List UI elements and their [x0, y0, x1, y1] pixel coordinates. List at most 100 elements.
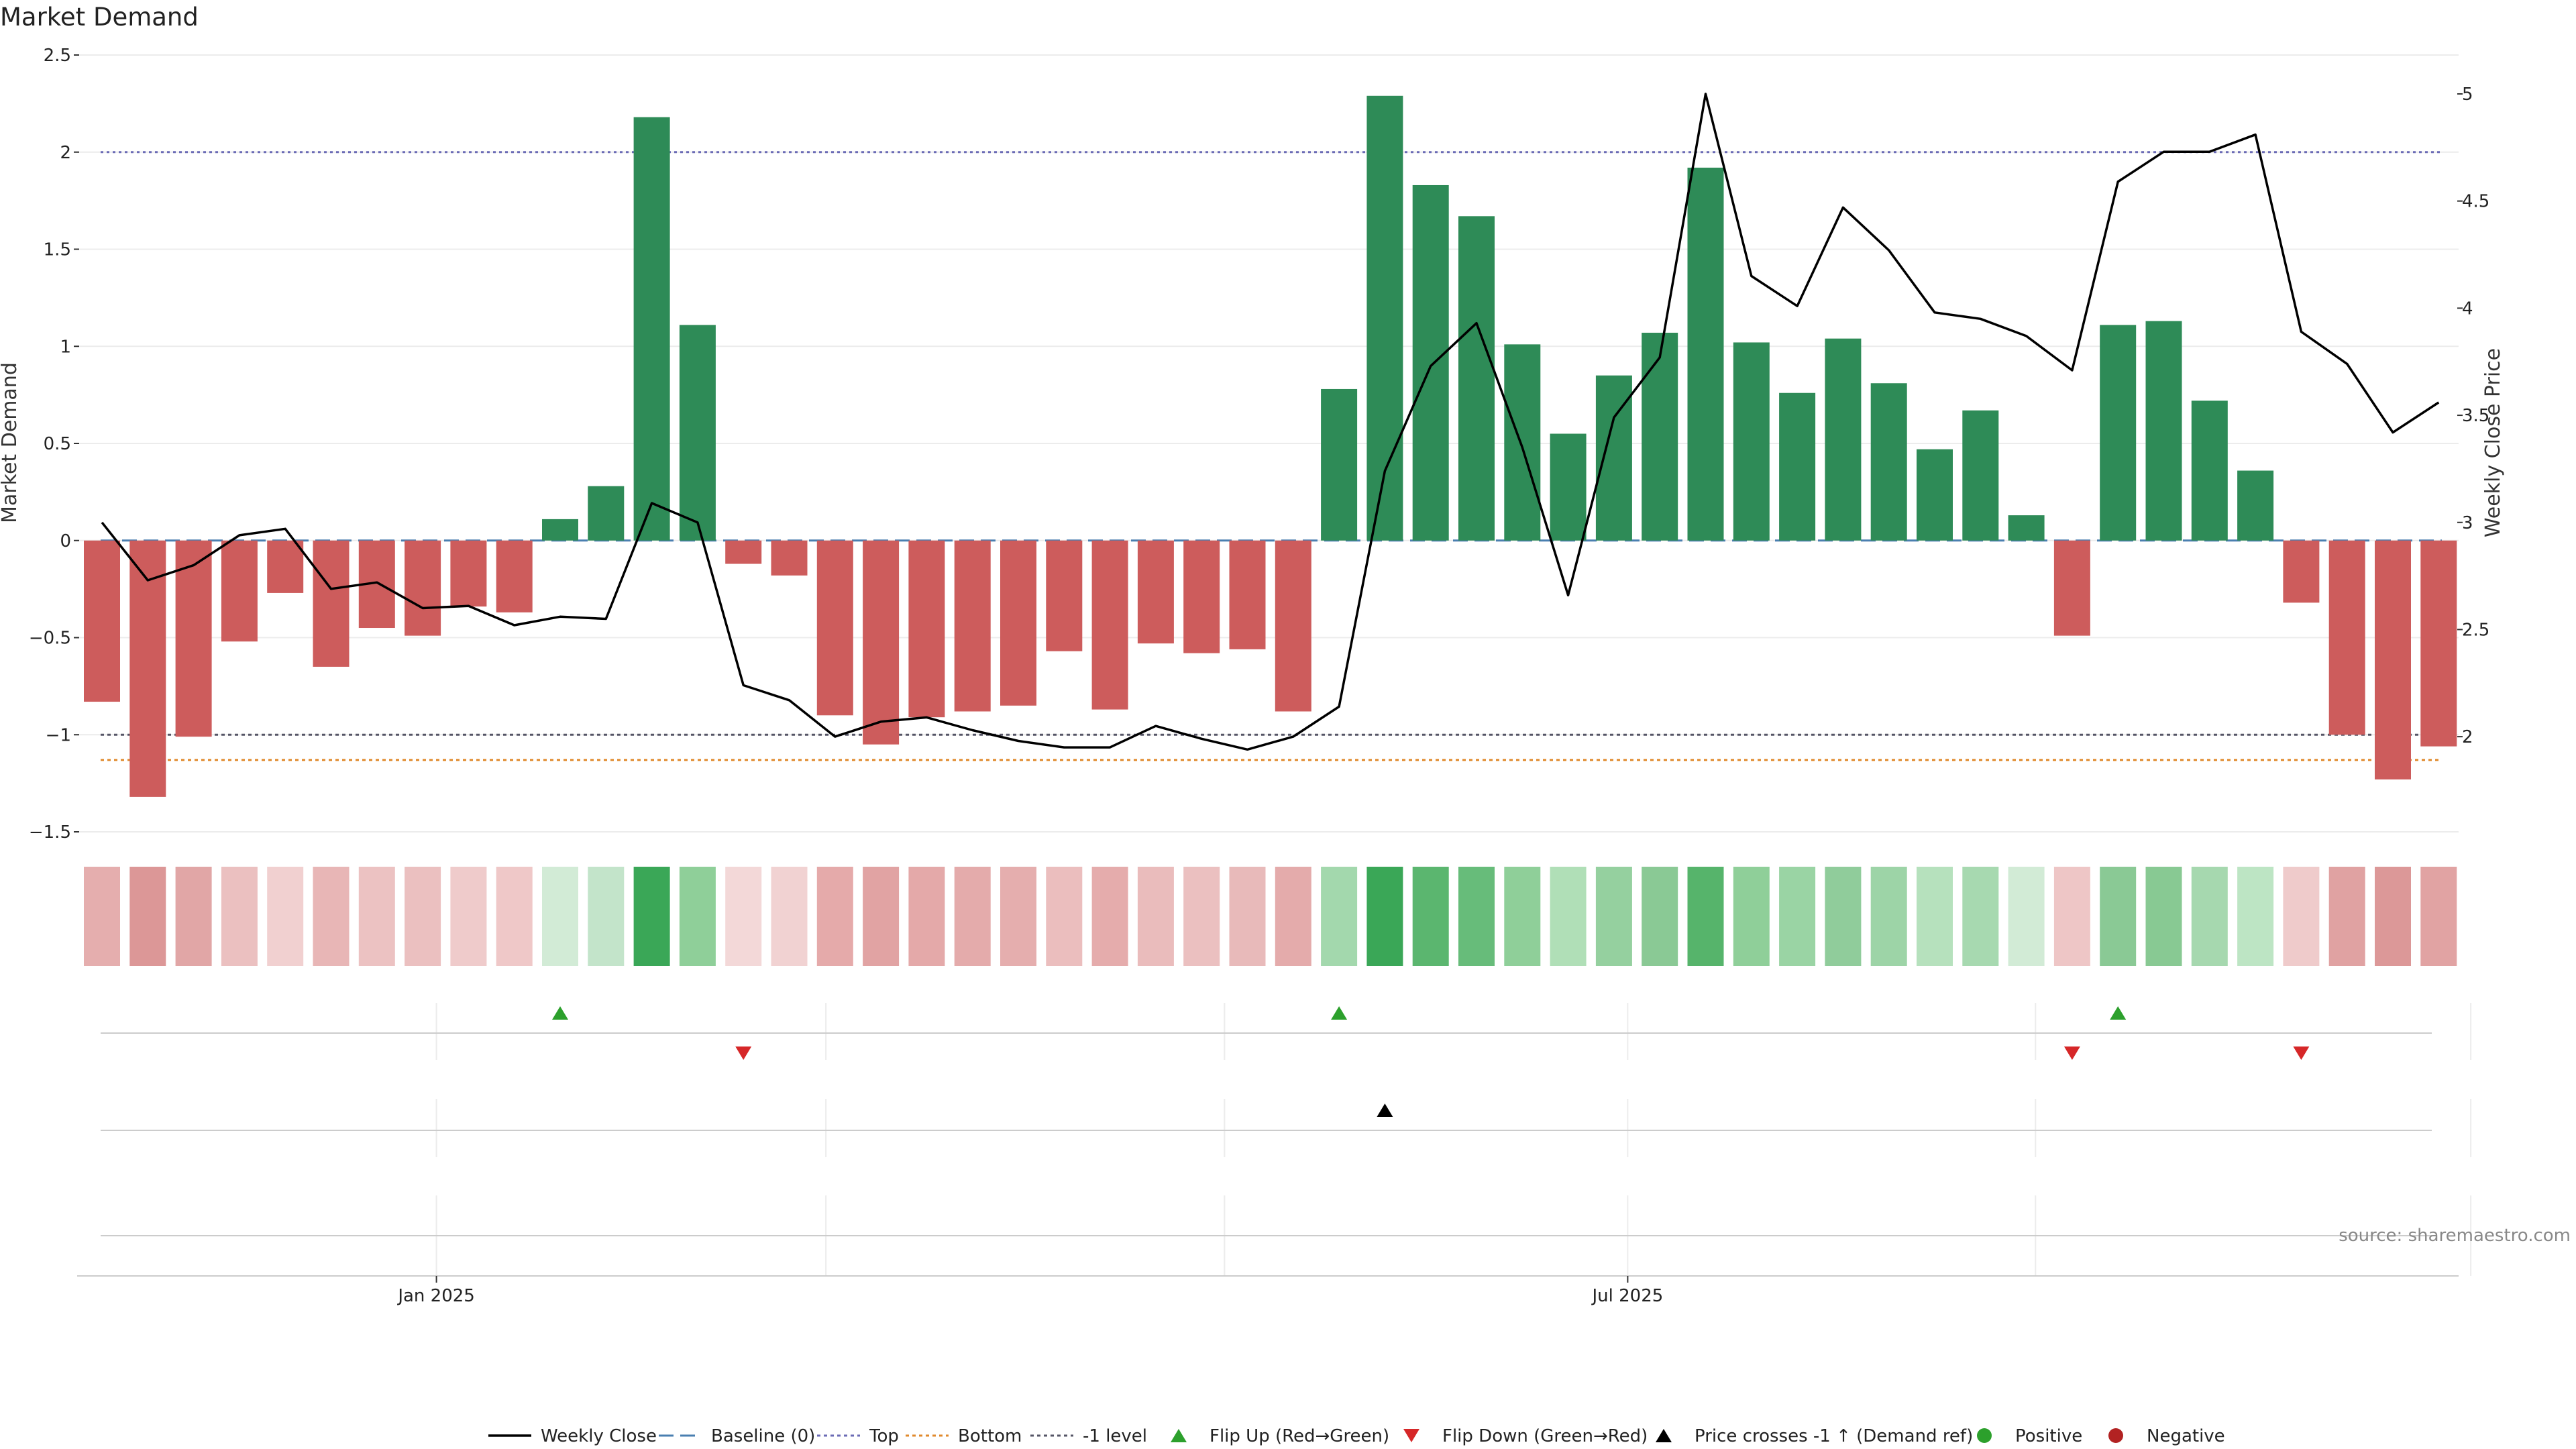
demand-bar: [1321, 388, 1358, 541]
flip-down-marker: [2293, 1046, 2310, 1060]
legend-item: Negative: [2108, 1426, 2225, 1446]
demand-bar: [633, 117, 670, 541]
legend-item: Baseline (0): [659, 1426, 815, 1446]
strip-cell: [1091, 867, 1128, 966]
demand-bar: [1046, 540, 1083, 651]
legend-label: Price crosses -1 ↑ (Demand ref): [1695, 1426, 1973, 1446]
demand-bar: [2328, 540, 2365, 735]
demand-bar: [954, 540, 991, 712]
strip-cell: [2145, 867, 2182, 966]
strip-cell: [1917, 867, 1953, 966]
demand-bar: [1412, 184, 1449, 541]
demand-bar: [1183, 540, 1220, 653]
y-axis-label: Market Demand: [0, 362, 21, 523]
strip-cell: [2008, 867, 2045, 966]
demand-bar: [1870, 383, 1907, 541]
demand-bar: [1962, 410, 1999, 541]
x-tick-label: Jan 2025: [396, 1286, 475, 1306]
strip-cell: [2053, 867, 2090, 966]
strip-cell: [1779, 867, 1816, 966]
demand-bar: [1000, 540, 1036, 706]
demand-heat-strip: [84, 867, 2457, 966]
flip-down-marker: [735, 1046, 752, 1060]
y2-axis-label: Weekly Close Price: [2481, 348, 2505, 537]
demand-bar: [2375, 540, 2411, 780]
legend-label: Bottom: [958, 1426, 1022, 1446]
demand-bar: [1825, 338, 1862, 541]
strip-cell: [129, 867, 166, 966]
demand-bar: [1275, 540, 1311, 712]
demand-bar: [1504, 344, 1541, 541]
legend-item: Flip Down (Green→Red): [1403, 1426, 1648, 1446]
demand-bar: [2191, 400, 2228, 541]
strip-cell: [908, 867, 945, 966]
strip-cell: [2375, 867, 2411, 966]
strip-cell: [1275, 867, 1311, 966]
strip-cell: [1412, 867, 1449, 966]
legend-item: Top: [817, 1426, 899, 1446]
strip-cell: [405, 867, 441, 966]
y-tick-label: −1.5: [29, 822, 71, 843]
y2-tick-label: 3.5: [2462, 406, 2489, 426]
legend-label: Positive: [2015, 1426, 2082, 1446]
y-tick-label: 2.5: [44, 46, 71, 66]
strip-cell: [1733, 867, 1770, 966]
legend-item: Weekly Close: [488, 1426, 657, 1446]
demand-bar: [2237, 470, 2274, 541]
y2-tick-label: 4: [2462, 299, 2473, 319]
strip-cell: [633, 867, 670, 966]
demand-bar: [175, 540, 212, 737]
strip-cell: [588, 867, 625, 966]
strip-cell: [221, 867, 258, 966]
strip-cell: [1229, 867, 1266, 966]
strip-cell: [863, 867, 900, 966]
strip-cell: [816, 867, 853, 966]
demand-bar: [1366, 95, 1403, 541]
demand-bar: [588, 486, 625, 541]
demand-bar: [2283, 540, 2320, 603]
demand-bar: [771, 540, 808, 576]
demand-bar: [1229, 540, 1266, 649]
demand-bar: [1091, 540, 1128, 710]
source-note: source: sharemaestro.com: [2339, 1226, 2571, 1246]
y-tick-label: 1.5: [44, 240, 71, 260]
legend-label: Flip Down (Green→Red): [1442, 1426, 1648, 1446]
strip-cell: [1458, 867, 1495, 966]
legend-swatch-flip-up: [1171, 1429, 1187, 1442]
strip-cell: [450, 867, 487, 966]
strip-cell: [2328, 867, 2365, 966]
strip-cell: [1825, 867, 1862, 966]
flip-up-marker: [1331, 1006, 1348, 1020]
strip-cell: [496, 867, 533, 966]
y-axis-ticks: 2.5 2 1.5 1 0.5 0 −0.5 −1 −1.5: [29, 46, 79, 843]
legend-label: Weekly Close: [541, 1426, 657, 1446]
strip-cell: [1642, 867, 1678, 966]
strip-cell: [1870, 867, 1907, 966]
event-rows: [101, 1003, 2472, 1276]
demand-bar: [1687, 167, 1724, 541]
strip-cell: [679, 867, 716, 966]
y2-tick-label: 2: [2462, 727, 2473, 747]
strip-cell: [1595, 867, 1632, 966]
strip-cell: [1366, 867, 1403, 966]
demand-bar: [496, 540, 533, 612]
legend: Weekly Close Baseline (0) Top Bottom -1 leve…: [488, 1426, 2225, 1446]
legend-item: Price crosses -1 ↑ (Demand ref): [1656, 1426, 1973, 1446]
demand-bar: [1642, 332, 1678, 541]
demand-bar: [129, 540, 166, 797]
legend-item: Positive: [1977, 1426, 2082, 1446]
demand-bar: [1458, 216, 1495, 541]
y-tick-label: 1: [60, 337, 71, 357]
strip-cell: [1321, 867, 1358, 966]
demand-bar: [725, 540, 762, 564]
flip-up-marker: [552, 1006, 568, 1020]
demand-bar: [84, 540, 120, 702]
demand-bar: [1733, 342, 1770, 541]
demand-bar: [863, 540, 900, 745]
strip-cell: [2100, 867, 2137, 966]
legend-swatch-circle: [2108, 1428, 2123, 1443]
strip-cell: [175, 867, 212, 966]
chart-title: Market Demand: [0, 3, 199, 32]
flip-down-marker: [2063, 1046, 2080, 1060]
